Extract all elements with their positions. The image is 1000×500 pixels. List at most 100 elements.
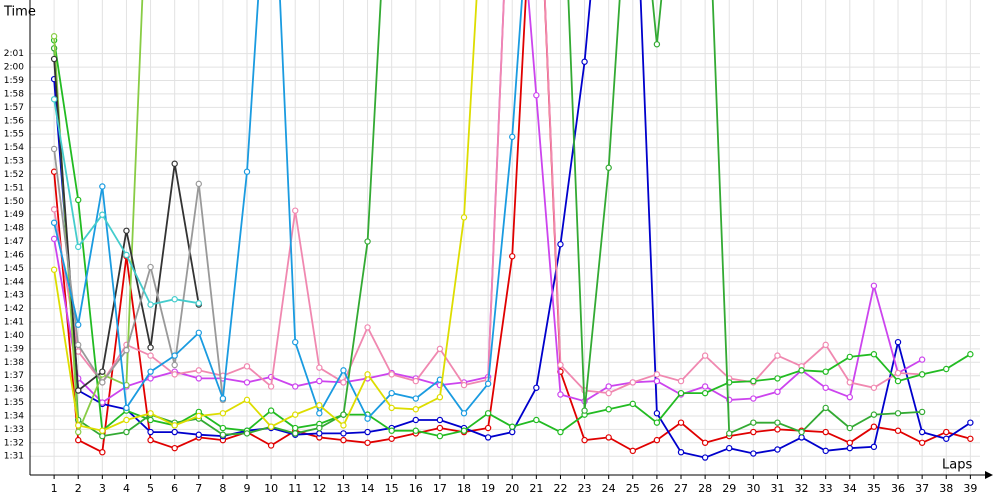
lap-point <box>195 375 202 382</box>
lap-point <box>967 351 974 358</box>
lap-point <box>292 207 299 214</box>
lap-point <box>99 448 106 456</box>
lap-point <box>171 444 178 452</box>
grid <box>30 0 980 475</box>
lap-point <box>171 352 178 359</box>
lap-point <box>701 383 709 390</box>
y-tick-label: 1:40 <box>4 331 24 341</box>
lap-point <box>918 439 926 446</box>
lap-point <box>533 416 540 424</box>
x-tick-label: 10 <box>264 482 278 495</box>
x-tick-label: 34 <box>843 482 857 495</box>
lap-point <box>75 196 82 204</box>
y-tick-label: 1:58 <box>4 89 24 99</box>
lap-point <box>364 324 371 331</box>
lap-point <box>653 419 661 426</box>
x-tick-label: 13 <box>336 482 350 495</box>
x-tick-label: 21 <box>529 482 543 495</box>
lap-point <box>460 427 468 434</box>
lap-point <box>677 419 685 426</box>
lap-point <box>364 439 371 446</box>
lap-point <box>292 338 299 346</box>
lap-point <box>581 436 588 444</box>
x-tick-label: 32 <box>795 482 809 495</box>
lap-point <box>412 416 419 424</box>
lap-point <box>123 404 130 412</box>
lap-point <box>509 253 516 260</box>
lap-point <box>75 341 82 349</box>
y-tick-label: 1:38 <box>4 358 24 368</box>
x-tick-label: 12 <box>312 482 326 495</box>
lap-point <box>292 430 299 437</box>
x-tick-label: 37 <box>915 482 929 495</box>
x-tick-label: 9 <box>244 482 251 495</box>
x-tick-label: 19 <box>481 482 495 495</box>
lap-point <box>509 428 516 436</box>
lap-point <box>484 380 492 387</box>
x-tick-label: 3 <box>99 482 106 495</box>
x-tick-label: 15 <box>385 482 399 495</box>
lap-point <box>340 436 347 444</box>
lap-point <box>653 410 661 417</box>
lap-point <box>653 41 661 48</box>
lap-point <box>75 321 82 328</box>
y-tick-label: 1:35 <box>4 398 24 408</box>
lap-point <box>171 371 178 378</box>
lap-point <box>267 407 275 414</box>
x-tick-label: 23 <box>578 482 592 495</box>
y-tick-label: 1:32 <box>4 438 24 448</box>
lap-point <box>822 341 829 349</box>
lap-point <box>195 329 202 336</box>
lap-point <box>388 404 395 412</box>
lap-point <box>292 424 299 432</box>
lap-point <box>460 410 468 417</box>
lap-point <box>653 371 661 378</box>
lap-point <box>846 393 853 401</box>
x-tick-label: 1 <box>51 482 58 495</box>
lap-point <box>219 424 227 432</box>
lap-point <box>726 444 733 452</box>
lap-point <box>99 427 106 434</box>
plot-area <box>50 0 974 461</box>
lap-point <box>943 435 950 442</box>
lap-point <box>918 371 926 378</box>
y-tick-label: 1:53 <box>4 157 24 167</box>
lap-point <box>243 168 251 175</box>
lap-point <box>460 214 468 221</box>
lap-point <box>798 434 805 441</box>
x-tick-label: 28 <box>698 482 712 495</box>
lap-point <box>75 243 82 251</box>
lap-point <box>846 424 853 432</box>
lap-point <box>774 352 781 359</box>
lap-point <box>316 424 323 432</box>
y-tick-label: 1:51 <box>4 183 24 193</box>
lap-point <box>605 389 612 397</box>
lap-point <box>50 96 58 103</box>
lap-point <box>123 416 130 424</box>
x-tick-label: 20 <box>505 482 519 495</box>
x-tick-label: 8 <box>219 482 226 495</box>
y-axis-title: Time <box>3 5 36 20</box>
lap-point <box>943 428 950 436</box>
x-tick-label: 4 <box>123 482 130 495</box>
lap-point <box>557 391 564 398</box>
x-tick-label: 17 <box>433 482 447 495</box>
lap-point <box>436 393 444 401</box>
lap-point <box>967 419 974 426</box>
lap-point <box>195 180 202 188</box>
y-tick-label: 1:31 <box>4 452 24 462</box>
lap-point <box>774 375 781 382</box>
lap-point <box>677 377 685 385</box>
lap-point <box>846 379 853 386</box>
lap-point <box>943 365 950 373</box>
lap-point <box>123 347 130 354</box>
lap-point <box>605 434 612 441</box>
lap-point <box>123 227 130 234</box>
y-tick-label: 1:46 <box>4 250 24 260</box>
lap-point <box>50 235 58 243</box>
lap-point <box>147 368 154 375</box>
lap-point <box>147 410 154 417</box>
lap-point <box>701 454 709 461</box>
lap-point <box>147 301 154 308</box>
